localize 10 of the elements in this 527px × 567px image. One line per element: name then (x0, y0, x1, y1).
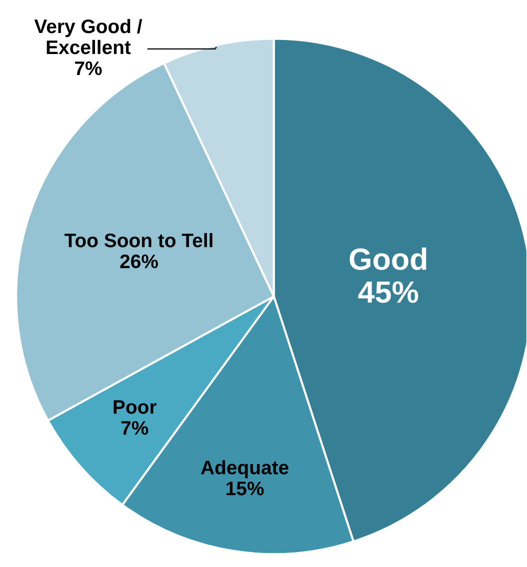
data-label: 45% (358, 281, 418, 303)
slice-label: Good (350, 248, 426, 270)
data-label: 7% (75, 61, 102, 76)
data-label: 15% (226, 482, 264, 496)
data-label: 26% (120, 254, 158, 268)
slice-label: Very Good / Excellent (34, 18, 142, 54)
slice-label: Adequate (200, 460, 288, 478)
data-label: 7% (121, 421, 148, 435)
slice-label: Too Soon to Tell (64, 233, 212, 248)
slice-label: Poor (114, 400, 156, 414)
